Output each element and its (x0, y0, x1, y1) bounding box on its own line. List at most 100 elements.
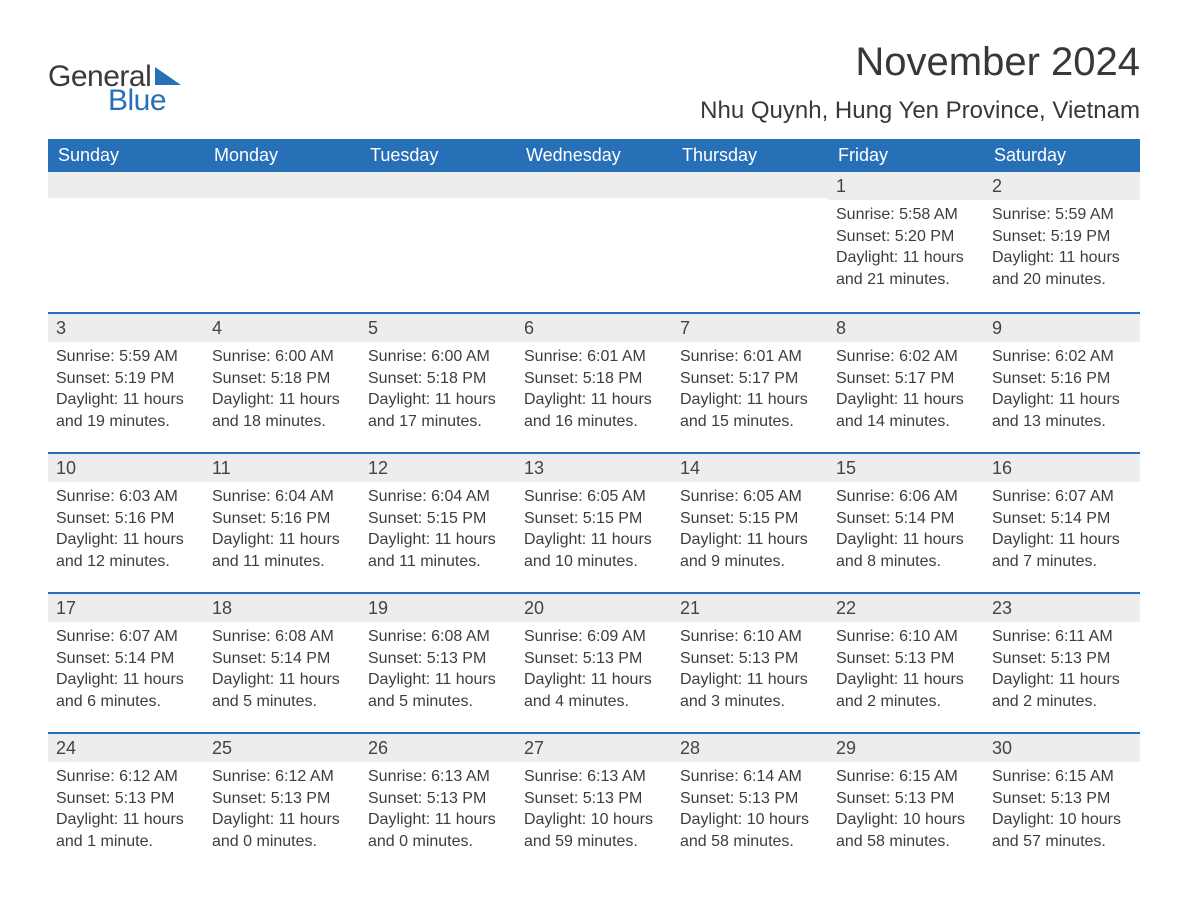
sunrise-text: Sunrise: 5:59 AM (992, 204, 1132, 226)
day-details: Sunrise: 6:06 AMSunset: 5:14 PMDaylight:… (828, 482, 984, 590)
daylight-text: Daylight: 11 hours and 18 minutes. (212, 389, 352, 432)
sunset-text: Sunset: 5:13 PM (524, 648, 664, 670)
daylight-text: Daylight: 11 hours and 7 minutes. (992, 529, 1132, 572)
day-header-cell: Wednesday (516, 139, 672, 172)
day-number: 20 (516, 594, 672, 622)
day-header-cell: Tuesday (360, 139, 516, 172)
day-details: Sunrise: 6:00 AMSunset: 5:18 PMDaylight:… (204, 342, 360, 450)
sunrise-text: Sunrise: 6:09 AM (524, 626, 664, 648)
sunset-text: Sunset: 5:13 PM (680, 648, 820, 670)
sunset-text: Sunset: 5:19 PM (56, 368, 196, 390)
sunset-text: Sunset: 5:19 PM (992, 226, 1132, 248)
day-details: Sunrise: 6:08 AMSunset: 5:14 PMDaylight:… (204, 622, 360, 730)
day-number: 18 (204, 594, 360, 622)
logo-triangle-icon (155, 67, 181, 85)
daylight-text: Daylight: 11 hours and 8 minutes. (836, 529, 976, 572)
day-cell: 16Sunrise: 6:07 AMSunset: 5:14 PMDayligh… (984, 454, 1140, 592)
day-details: Sunrise: 6:04 AMSunset: 5:15 PMDaylight:… (360, 482, 516, 590)
day-number: 9 (984, 314, 1140, 342)
day-number: 15 (828, 454, 984, 482)
week-row: 1Sunrise: 5:58 AMSunset: 5:20 PMDaylight… (48, 172, 1140, 312)
day-details: Sunrise: 6:02 AMSunset: 5:16 PMDaylight:… (984, 342, 1140, 450)
day-number: 4 (204, 314, 360, 342)
day-cell (48, 172, 204, 312)
sunrise-text: Sunrise: 6:02 AM (836, 346, 976, 368)
daylight-text: Daylight: 11 hours and 15 minutes. (680, 389, 820, 432)
day-details: Sunrise: 6:13 AMSunset: 5:13 PMDaylight:… (516, 762, 672, 870)
week-row: 17Sunrise: 6:07 AMSunset: 5:14 PMDayligh… (48, 592, 1140, 732)
day-cell: 2 Sunrise: 5:59 AMSunset: 5:19 PMDaylight… (984, 172, 1140, 312)
sunrise-text: Sunrise: 6:11 AM (992, 626, 1132, 648)
daylight-text: Daylight: 11 hours and 11 minutes. (212, 529, 352, 572)
day-cell: 3Sunrise: 5:59 AMSunset: 5:19 PMDaylight… (48, 314, 204, 452)
sunset-text: Sunset: 5:17 PM (680, 368, 820, 390)
sunset-text: Sunset: 5:18 PM (368, 368, 508, 390)
day-cell: 15Sunrise: 6:06 AMSunset: 5:14 PMDayligh… (828, 454, 984, 592)
sunset-text: Sunset: 5:16 PM (56, 508, 196, 530)
sunrise-text: Sunrise: 6:05 AM (680, 486, 820, 508)
day-details: Sunrise: 6:02 AMSunset: 5:17 PMDaylight:… (828, 342, 984, 450)
daylight-text: Daylight: 11 hours and 20 minutes. (992, 247, 1132, 290)
sunrise-text: Sunrise: 6:12 AM (212, 766, 352, 788)
sunrise-text: Sunrise: 6:14 AM (680, 766, 820, 788)
day-number (204, 172, 360, 198)
day-cell: 18Sunrise: 6:08 AMSunset: 5:14 PMDayligh… (204, 594, 360, 732)
daylight-text: Daylight: 11 hours and 16 minutes. (524, 389, 664, 432)
day-cell: 20Sunrise: 6:09 AMSunset: 5:13 PMDayligh… (516, 594, 672, 732)
day-details: Sunrise: 5:59 AMSunset: 5:19 PMDaylight:… (48, 342, 204, 450)
day-cell: 24Sunrise: 6:12 AMSunset: 5:13 PMDayligh… (48, 734, 204, 872)
sunset-text: Sunset: 5:15 PM (368, 508, 508, 530)
day-cell: 13Sunrise: 6:05 AMSunset: 5:15 PMDayligh… (516, 454, 672, 592)
header: General Blue November 2024 Nhu Quynh, Hu… (48, 40, 1140, 125)
day-number: 28 (672, 734, 828, 762)
day-number: 2 (984, 172, 1140, 200)
day-cell: 10Sunrise: 6:03 AMSunset: 5:16 PMDayligh… (48, 454, 204, 592)
sunrise-text: Sunrise: 6:00 AM (368, 346, 508, 368)
day-cell: 30Sunrise: 6:15 AMSunset: 5:13 PMDayligh… (984, 734, 1140, 872)
day-details: Sunrise: 6:12 AMSunset: 5:13 PMDaylight:… (48, 762, 204, 870)
day-details: Sunrise: 5:58 AMSunset: 5:20 PMDaylight:… (828, 200, 984, 308)
sunrise-text: Sunrise: 6:04 AM (212, 486, 352, 508)
day-cell (516, 172, 672, 312)
daylight-text: Daylight: 10 hours and 58 minutes. (836, 809, 976, 852)
day-details: Sunrise: 6:09 AMSunset: 5:13 PMDaylight:… (516, 622, 672, 730)
month-title: November 2024 (700, 40, 1140, 85)
sunrise-text: Sunrise: 6:03 AM (56, 486, 196, 508)
day-cell: 6Sunrise: 6:01 AMSunset: 5:18 PMDaylight… (516, 314, 672, 452)
day-details: Sunrise: 6:04 AMSunset: 5:16 PMDaylight:… (204, 482, 360, 590)
day-details: Sunrise: 6:07 AMSunset: 5:14 PMDaylight:… (984, 482, 1140, 590)
day-number: 24 (48, 734, 204, 762)
day-details: Sunrise: 6:10 AMSunset: 5:13 PMDaylight:… (672, 622, 828, 730)
day-number: 6 (516, 314, 672, 342)
daylight-text: Daylight: 11 hours and 10 minutes. (524, 529, 664, 572)
logo: General Blue (48, 60, 181, 118)
day-number: 5 (360, 314, 516, 342)
day-cell: 27Sunrise: 6:13 AMSunset: 5:13 PMDayligh… (516, 734, 672, 872)
daylight-text: Daylight: 11 hours and 5 minutes. (368, 669, 508, 712)
week-row: 3Sunrise: 5:59 AMSunset: 5:19 PMDaylight… (48, 312, 1140, 452)
day-cell (360, 172, 516, 312)
day-cell: 26Sunrise: 6:13 AMSunset: 5:13 PMDayligh… (360, 734, 516, 872)
day-details: Sunrise: 6:15 AMSunset: 5:13 PMDaylight:… (984, 762, 1140, 870)
sunrise-text: Sunrise: 6:01 AM (680, 346, 820, 368)
day-details: Sunrise: 6:11 AMSunset: 5:13 PMDaylight:… (984, 622, 1140, 730)
sunset-text: Sunset: 5:13 PM (836, 648, 976, 670)
sunset-text: Sunset: 5:17 PM (836, 368, 976, 390)
day-cell: 21Sunrise: 6:10 AMSunset: 5:13 PMDayligh… (672, 594, 828, 732)
daylight-text: Daylight: 11 hours and 3 minutes. (680, 669, 820, 712)
logo-word2: Blue (108, 84, 166, 118)
day-details: Sunrise: 6:05 AMSunset: 5:15 PMDaylight:… (672, 482, 828, 590)
daylight-text: Daylight: 11 hours and 19 minutes. (56, 389, 196, 432)
day-number: 1 (828, 172, 984, 200)
daylight-text: Daylight: 11 hours and 21 minutes. (836, 247, 976, 290)
day-number: 14 (672, 454, 828, 482)
day-number: 22 (828, 594, 984, 622)
day-number: 3 (48, 314, 204, 342)
day-cell: 23Sunrise: 6:11 AMSunset: 5:13 PMDayligh… (984, 594, 1140, 732)
day-number (360, 172, 516, 198)
daylight-text: Daylight: 11 hours and 2 minutes. (836, 669, 976, 712)
day-number (672, 172, 828, 198)
daylight-text: Daylight: 11 hours and 5 minutes. (212, 669, 352, 712)
daylight-text: Daylight: 11 hours and 0 minutes. (368, 809, 508, 852)
day-header-cell: Sunday (48, 139, 204, 172)
